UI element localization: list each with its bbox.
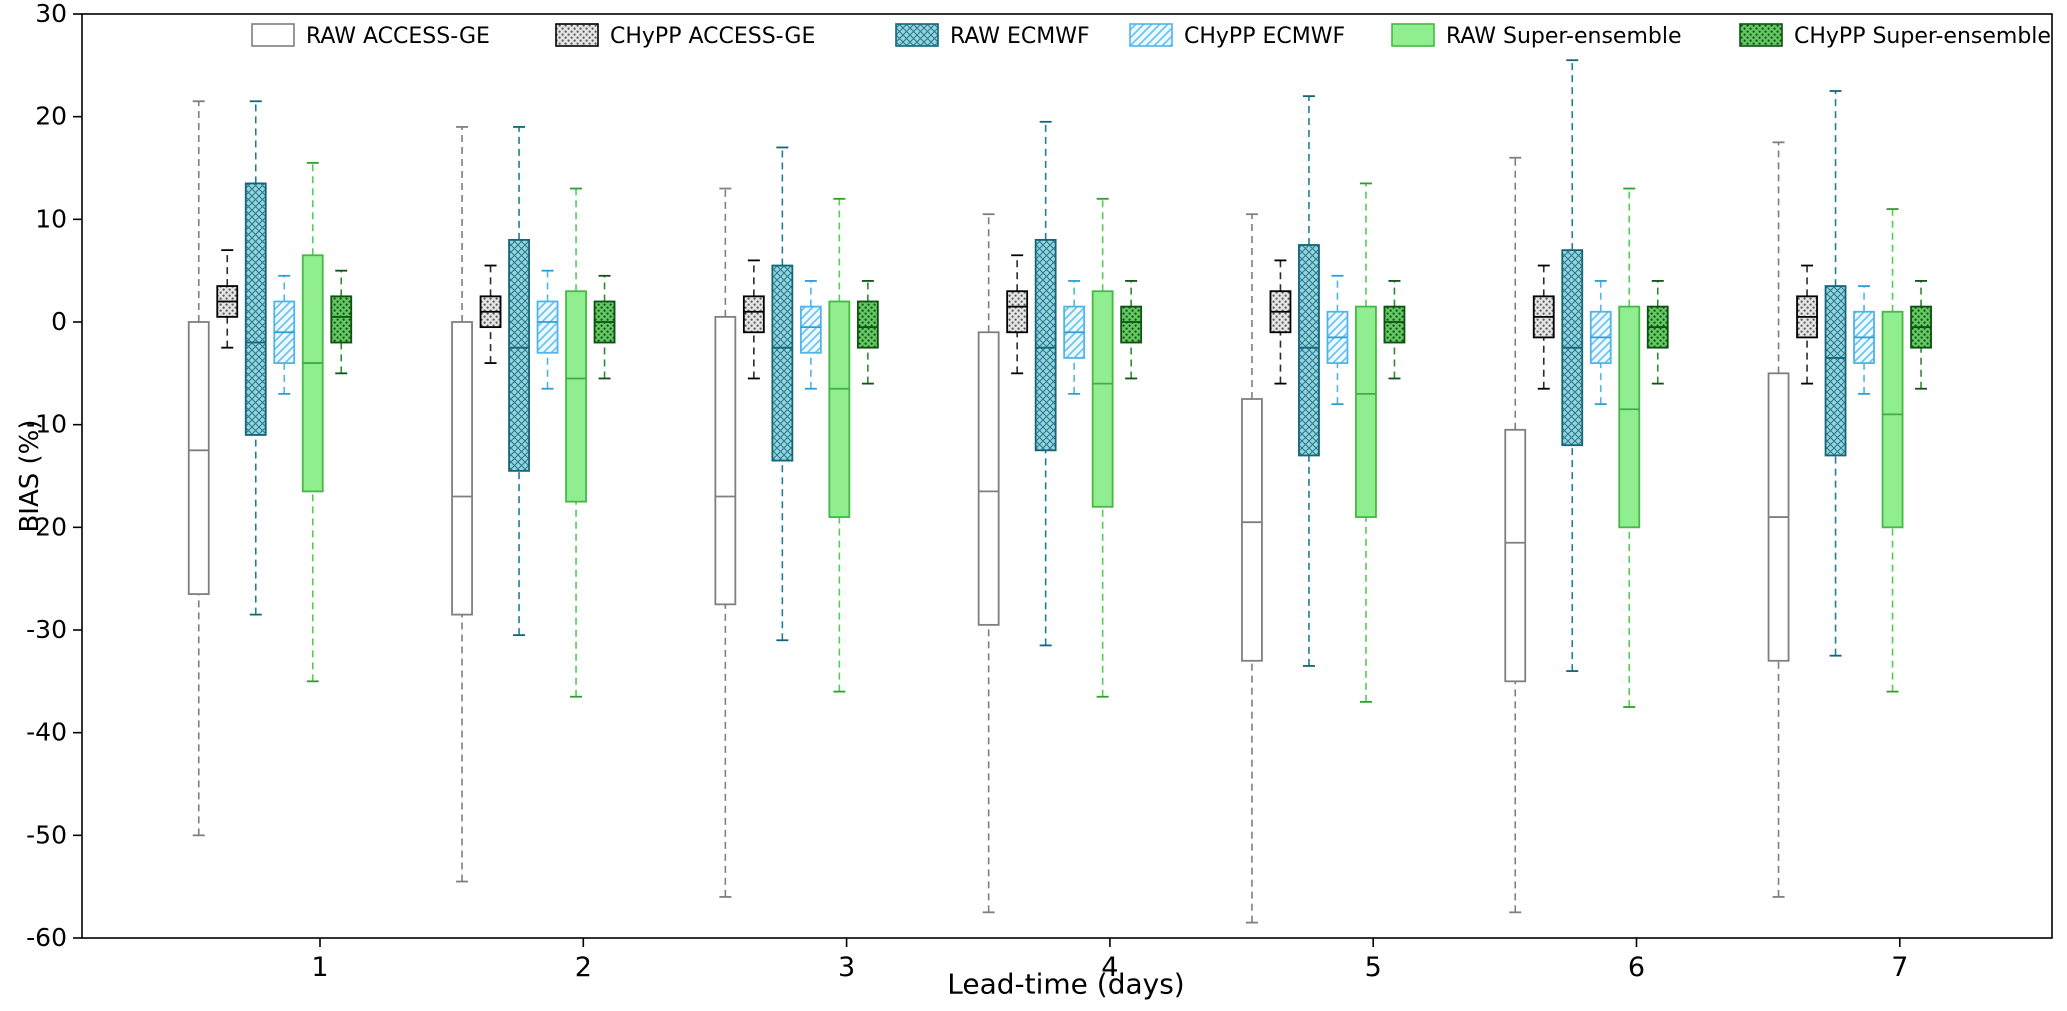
box — [1824, 90, 1847, 657]
box — [479, 264, 502, 364]
box — [799, 280, 822, 390]
box — [536, 269, 559, 390]
legend-swatch — [555, 23, 599, 47]
series-raw-super-ensemble — [301, 161, 1904, 708]
legend-swatch — [895, 23, 939, 47]
box — [1326, 274, 1349, 406]
y-tick-label: -50 — [26, 820, 67, 849]
y-axis-label: BIAS (%) — [15, 419, 45, 533]
series-chypp-ecmwf — [273, 269, 1875, 406]
legend-label: CHyPP ECMWF — [1184, 24, 1345, 49]
box — [330, 269, 353, 375]
x-tick-label: 2 — [575, 952, 592, 983]
x-tick-label: 7 — [1891, 952, 1908, 983]
box — [1504, 156, 1527, 914]
box — [1298, 95, 1320, 667]
box — [301, 161, 324, 683]
box — [1561, 59, 1584, 672]
series-chypp-super-ensemble — [330, 269, 1932, 390]
y-tick-label: -10 — [26, 410, 67, 439]
box — [771, 146, 794, 642]
box — [1269, 259, 1292, 385]
legend-swatch — [251, 23, 295, 47]
box — [1767, 141, 1790, 898]
y-tick-label: 10 — [35, 204, 67, 233]
series-raw-ecmwf — [244, 59, 1847, 672]
legend-item: CHyPP ACCESS-GE — [555, 23, 815, 49]
box — [1120, 280, 1143, 380]
x-tick-label: 3 — [838, 952, 855, 983]
y-axis-ticks: 30 20 10 0 -10 -20 -30 -40 -50 -60 — [26, 0, 82, 952]
x-tick-label: 4 — [1101, 952, 1118, 983]
box — [1881, 208, 1904, 693]
box — [1383, 280, 1406, 380]
y-tick-label: 30 — [35, 0, 67, 28]
legend-item: RAW ECMWF — [895, 23, 1090, 49]
box — [508, 126, 530, 637]
legend-label: CHyPP Super-ensemble — [1794, 24, 2051, 49]
y-tick-label: -20 — [26, 512, 67, 541]
box — [593, 274, 616, 380]
box — [1241, 213, 1263, 924]
box — [1034, 120, 1057, 647]
box — [714, 187, 737, 898]
box — [1618, 187, 1641, 708]
legend-item: RAW Super-ensemble — [1391, 23, 1682, 49]
box — [1646, 280, 1669, 385]
legend-label: RAW Super-ensemble — [1446, 24, 1682, 49]
series-chypp-access-ge — [216, 249, 1818, 390]
box — [1910, 280, 1932, 390]
box — [1355, 182, 1377, 703]
box — [1853, 285, 1875, 395]
box — [1589, 280, 1612, 406]
box — [1006, 254, 1029, 375]
y-tick-label: 0 — [51, 307, 67, 336]
legend-swatch — [1739, 23, 1783, 47]
box — [187, 100, 210, 837]
box — [828, 197, 851, 693]
series-raw-access-ge — [187, 100, 1790, 924]
box — [1063, 280, 1086, 395]
legend-item: RAW ACCESS-GE — [251, 23, 490, 49]
x-tick-label: 1 — [311, 952, 328, 983]
legend-swatch — [1391, 23, 1435, 47]
plot-frame — [81, 13, 2053, 939]
box — [244, 100, 267, 616]
legend-item: CHyPP ECMWF — [1129, 23, 1345, 49]
box — [1532, 264, 1555, 390]
legend-swatch — [1129, 23, 1173, 47]
legend-label: RAW ECMWF — [950, 24, 1090, 49]
y-tick-label: -30 — [26, 615, 67, 644]
box — [1091, 197, 1114, 698]
legend-label: RAW ACCESS-GE — [306, 24, 490, 49]
x-tick-label: 6 — [1628, 952, 1645, 983]
box — [565, 187, 587, 698]
box — [273, 274, 296, 395]
box — [856, 280, 879, 385]
legend-item: CHyPP Super-ensemble — [1739, 23, 2051, 49]
x-tick-label: 5 — [1365, 952, 1382, 983]
y-tick-label: 20 — [35, 102, 67, 131]
legend-label: CHyPP ACCESS-GE — [610, 24, 815, 49]
y-tick-label: -60 — [26, 923, 67, 952]
x-axis-ticks: 1 2 3 4 5 6 7 — [311, 938, 1908, 983]
x-axis-label: Lead-time (days) — [947, 967, 1185, 1001]
y-tick-label: -40 — [26, 718, 67, 747]
box — [977, 213, 1000, 914]
box — [216, 249, 239, 349]
box — [742, 259, 765, 380]
box — [1796, 264, 1818, 385]
legend: RAW ACCESS-GE CHyPP ACCESS-GE RAW ECMWF CHy… — [251, 23, 2051, 49]
box — [451, 126, 473, 883]
